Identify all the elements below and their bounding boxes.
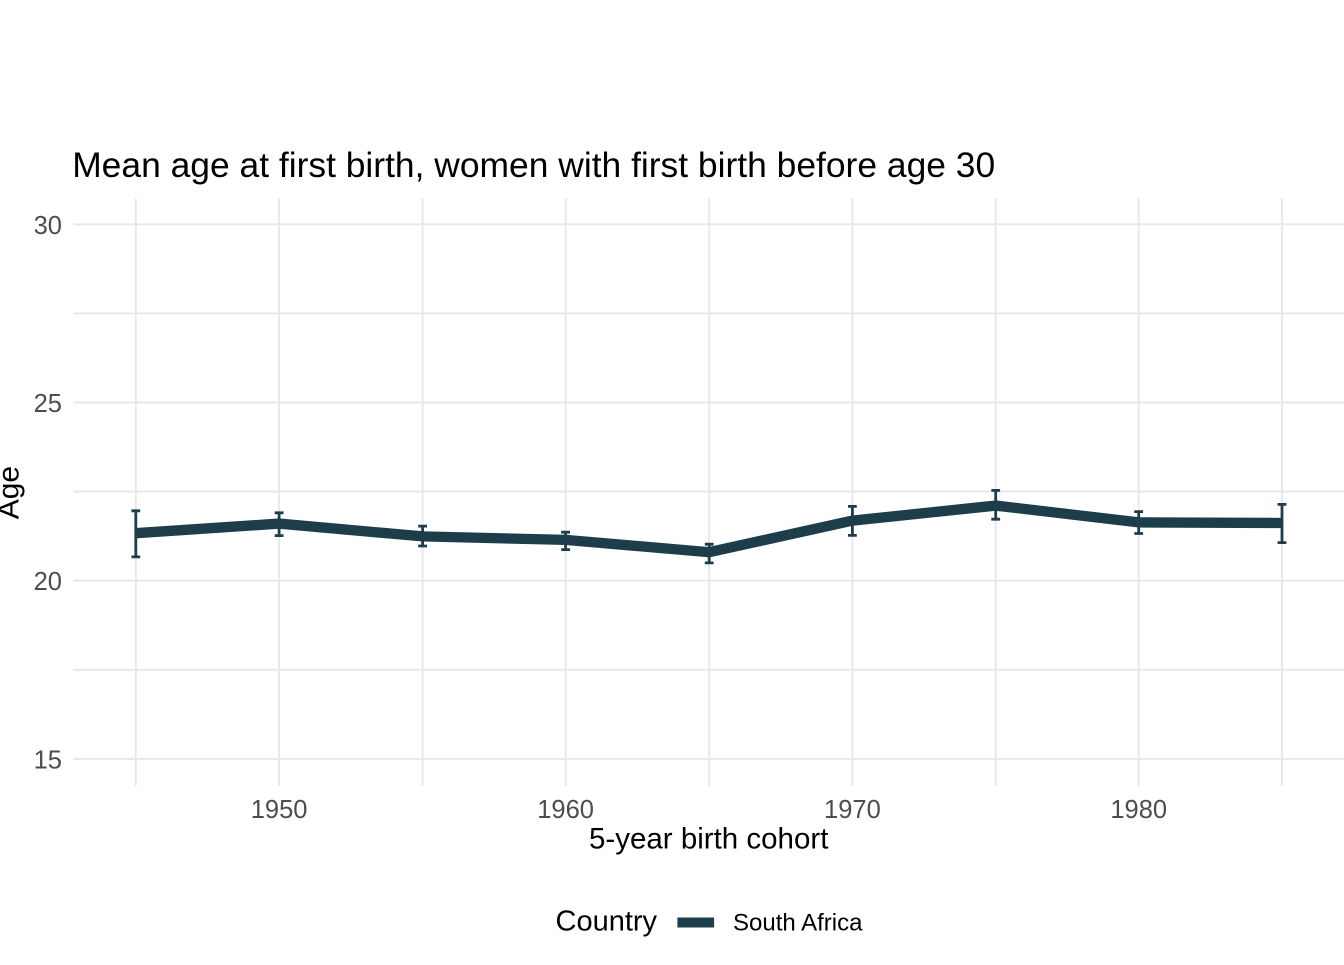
svg-text:20: 20: [34, 568, 62, 596]
svg-text:1950: 1950: [251, 796, 308, 824]
svg-text:1980: 1980: [1110, 796, 1167, 824]
svg-text:Country: Country: [556, 906, 658, 938]
svg-text:Age: Age: [0, 466, 26, 519]
svg-text:5-year birth cohort: 5-year birth cohort: [589, 823, 828, 856]
svg-text:1970: 1970: [824, 796, 881, 824]
svg-text:Mean age at first birth, women: Mean age at first birth, women with firs…: [72, 145, 995, 185]
svg-text:1960: 1960: [537, 796, 594, 824]
svg-text:South Africa: South Africa: [733, 910, 863, 937]
svg-text:15: 15: [34, 746, 62, 774]
svg-text:25: 25: [34, 390, 62, 418]
svg-text:30: 30: [34, 212, 62, 240]
